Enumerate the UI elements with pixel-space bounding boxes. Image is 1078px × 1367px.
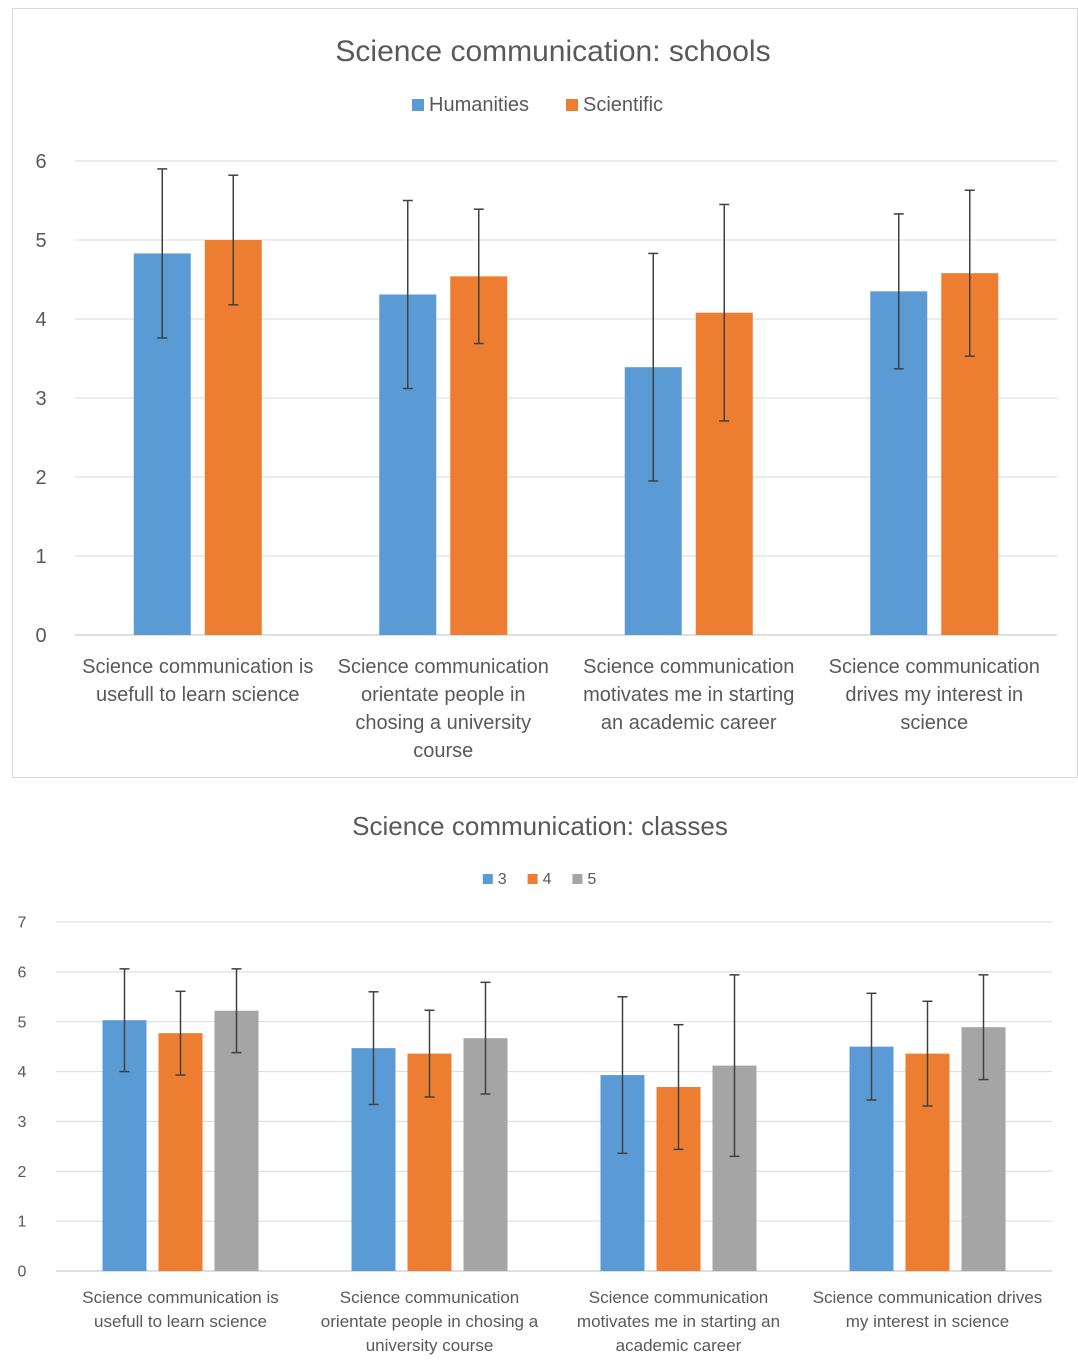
x-category-label-line: academic career [616, 1336, 742, 1355]
x-category-label-line: usefull to learn science [94, 1312, 267, 1331]
chart-panel-schools: Science communication: schools Humanities… [12, 8, 1078, 778]
x-category-label-line: motivates me in starting [583, 684, 794, 706]
legend-swatch [482, 874, 493, 884]
legend-label: Scientific [583, 94, 663, 116]
chart-schools: Science communication: schools Humanities… [35, 35, 1057, 762]
bar [214, 1010, 259, 1271]
x-category-label: Science communication motivates me in sta… [577, 1288, 780, 1355]
x-category-label-line: orientate people in [361, 684, 526, 706]
y-tick-label: 3 [18, 1114, 27, 1131]
legend-swatch [572, 874, 583, 884]
legend: Humanities Scientific [412, 94, 663, 116]
x-category-label-line: an academic career [601, 712, 777, 734]
y-tick-label: 3 [35, 388, 46, 410]
chart-title: Science communication: classes [352, 811, 728, 841]
x-category-label: Science communication drives my interest … [829, 656, 1040, 734]
y-tick-label: 2 [18, 1164, 27, 1181]
x-category-label-line: university course [366, 1336, 494, 1355]
x-category-label-line: course [413, 740, 473, 762]
y-tick-label: 0 [18, 1264, 27, 1281]
y-tick-label: 1 [35, 546, 46, 568]
chart-panel-classes: Science communication: classes 3 4 5 0 1 2 3 4 5 6… [0, 783, 1078, 1367]
x-category-label-line: Science communication is [82, 656, 313, 678]
legend-swatch [412, 99, 424, 111]
x-category-label: Science communication motivates me in sta… [583, 656, 794, 734]
x-category-label-line: drives my interest in [845, 684, 1023, 706]
legend: 3 4 5 [482, 871, 596, 888]
x-category-label-line: Science communication [583, 656, 794, 678]
x-category-label-line: my interest in science [846, 1312, 1009, 1331]
x-category-label-line: motivates me in starting an [577, 1312, 780, 1331]
y-tick-label: 6 [18, 964, 27, 981]
x-category-label-line: usefull to learn science [96, 684, 299, 706]
y-tick-label: 5 [35, 230, 46, 252]
legend-label: 5 [587, 871, 596, 888]
legend-swatch [566, 99, 578, 111]
x-category-label-line: Science communication [338, 656, 549, 678]
x-category-label-line: science [900, 712, 968, 734]
chart-classes: Science communication: classes 3 4 5 0 1 2 3 4 5 6… [18, 811, 1052, 1355]
y-tick-label: 7 [18, 915, 27, 932]
x-category-label-line: chosing a university [355, 712, 531, 734]
y-tick-label: 4 [35, 309, 46, 331]
y-tick-label: 1 [18, 1214, 27, 1231]
x-category-label-line: Science communication drives [813, 1288, 1043, 1307]
legend-label: 3 [498, 871, 507, 888]
bar [204, 240, 262, 635]
x-category-label: Science communication orientate people in… [338, 656, 549, 762]
x-category-label-line: Science communication [340, 1288, 520, 1307]
chart-title: Science communication: schools [335, 35, 770, 68]
legend-swatch [527, 874, 538, 884]
x-category-label: Science communication orientate people in… [321, 1288, 539, 1355]
x-category-label-line: orientate people in chosing a [321, 1312, 539, 1331]
y-tick-label: 0 [35, 625, 46, 647]
y-tick-label: 6 [35, 151, 46, 173]
legend-label: 4 [543, 871, 552, 888]
x-category-label: Science communication is usefull to learn… [82, 656, 313, 706]
y-tick-label: 5 [18, 1014, 27, 1031]
legend-label: Humanities [429, 94, 529, 116]
x-category-label-line: Science communication [829, 656, 1040, 678]
x-category-label-line: Science communication is [82, 1288, 279, 1307]
x-category-label: Science communication is usefull to learn… [82, 1288, 279, 1331]
y-tick-label: 4 [18, 1064, 27, 1081]
x-category-label: Science communication drives my interest … [813, 1288, 1043, 1331]
y-tick-label: 2 [35, 467, 46, 489]
x-category-label-line: Science communication [589, 1288, 769, 1307]
